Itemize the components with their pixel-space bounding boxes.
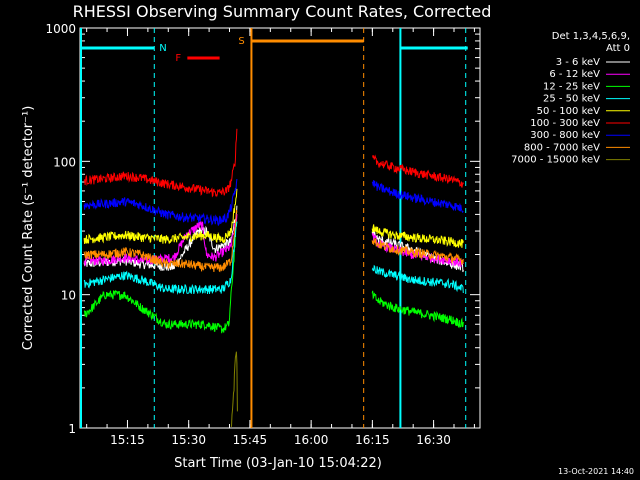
series-line-3 <box>83 221 238 334</box>
night-label: N <box>159 43 166 54</box>
x-tick-label: 16:30 <box>416 433 451 447</box>
saa-label: S <box>238 36 244 47</box>
series-line-after-8 <box>371 238 464 265</box>
x-tick-label: 16:00 <box>294 433 329 447</box>
y-tick-label: 10 <box>61 289 76 303</box>
x-tick-label: 15:45 <box>233 433 268 447</box>
legend-entry-label: 6 - 12 keV <box>549 69 600 80</box>
series-line-after-4 <box>371 264 464 294</box>
series-line-5 <box>83 188 238 245</box>
series-line-8 <box>83 209 238 273</box>
legend-entry-label: 100 - 300 keV <box>530 118 600 129</box>
chart-title: RHESSI Observing Summary Count Rates, Co… <box>73 2 492 21</box>
series-line-after-5 <box>371 224 464 248</box>
series-line-6 <box>83 128 238 198</box>
x-tick-label: 16:15 <box>355 433 390 447</box>
legend-entry-label: 12 - 25 keV <box>543 81 600 92</box>
series-line-9 <box>230 351 238 428</box>
legend-entry-label: 800 - 7000 keV <box>524 142 600 153</box>
flare-label: F <box>175 53 181 64</box>
legend-entry-label: 300 - 800 keV <box>530 130 600 141</box>
legend-entry-label: 3 - 6 keV <box>556 57 600 68</box>
series-line-2 <box>83 214 238 268</box>
legend-entry-label: 7000 - 15000 keV <box>511 155 600 166</box>
series-line-7 <box>83 178 238 227</box>
footer-timestamp: 13-Oct-2021 14:40 <box>558 467 634 476</box>
series-line-after-7 <box>371 180 464 214</box>
x-tick-label: 15:30 <box>171 433 206 447</box>
y-axis-label: Corrected Count Rate (s⁻¹ detector⁻¹) <box>21 106 36 351</box>
y-tick-label: 1 <box>68 422 76 436</box>
legend-header-line: Det 1,3,4,5,6,9, <box>552 31 630 42</box>
x-tick-label: 15:15 <box>110 433 145 447</box>
x-axis-label: Start Time (03-Jan-10 15:04:22) <box>174 456 382 471</box>
series-line-after-6 <box>372 154 464 188</box>
legend-header-line: Att 0 <box>606 43 630 54</box>
series-line-after-3 <box>371 290 464 329</box>
legend-entry-label: 50 - 100 keV <box>537 106 601 117</box>
y-tick-label: 1000 <box>45 22 76 36</box>
series-line-4 <box>83 221 238 295</box>
y-tick-label: 100 <box>53 155 76 169</box>
legend-entry-label: 25 - 50 keV <box>543 94 600 105</box>
